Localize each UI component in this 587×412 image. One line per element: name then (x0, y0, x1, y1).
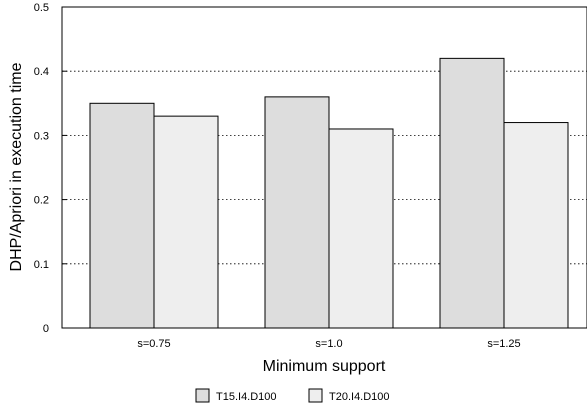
x-tick-label: s=1.25 (487, 338, 520, 350)
y-tick-label: 0.3 (34, 130, 49, 142)
legend-swatch (308, 388, 323, 403)
bar-series-1-2 (264, 96, 330, 329)
y-tick-label: 0.2 (34, 195, 49, 207)
plot-area-frame (61, 6, 587, 329)
bar-series-1-1 (89, 102, 155, 329)
bar-series-2-1 (153, 115, 219, 329)
y-tick-label: 0.5 (34, 2, 49, 14)
x-tick-label: s=0.75 (137, 338, 170, 350)
x-tick-label: s=1.0 (315, 338, 342, 350)
y-axis-title: DHP/Apriori in execution time (8, 62, 25, 271)
bar-series-1-3 (439, 57, 505, 329)
legend-swatch (195, 388, 210, 403)
bar-series-2-3 (503, 122, 569, 329)
y-axis-ticks: 0 0.1 0.2 0.3 0.4 0.5 (34, 2, 67, 335)
legend-label: T15.I4.D100 (216, 391, 277, 403)
bars (89, 57, 569, 329)
x-axis-title: Minimum support (263, 358, 386, 375)
y-tick-label: 0.4 (34, 66, 49, 78)
legend-label: T20.I4.D100 (329, 391, 390, 403)
x-axis-ticks: s=0.75 s=1.0 s=1.25 (137, 323, 521, 350)
bar-series-2-2 (328, 128, 394, 329)
y-tick-label: 0.1 (34, 259, 49, 271)
y-tick-label: 0 (43, 323, 49, 335)
legend: T15.I4.D100 T20.I4.D100 (195, 388, 390, 403)
